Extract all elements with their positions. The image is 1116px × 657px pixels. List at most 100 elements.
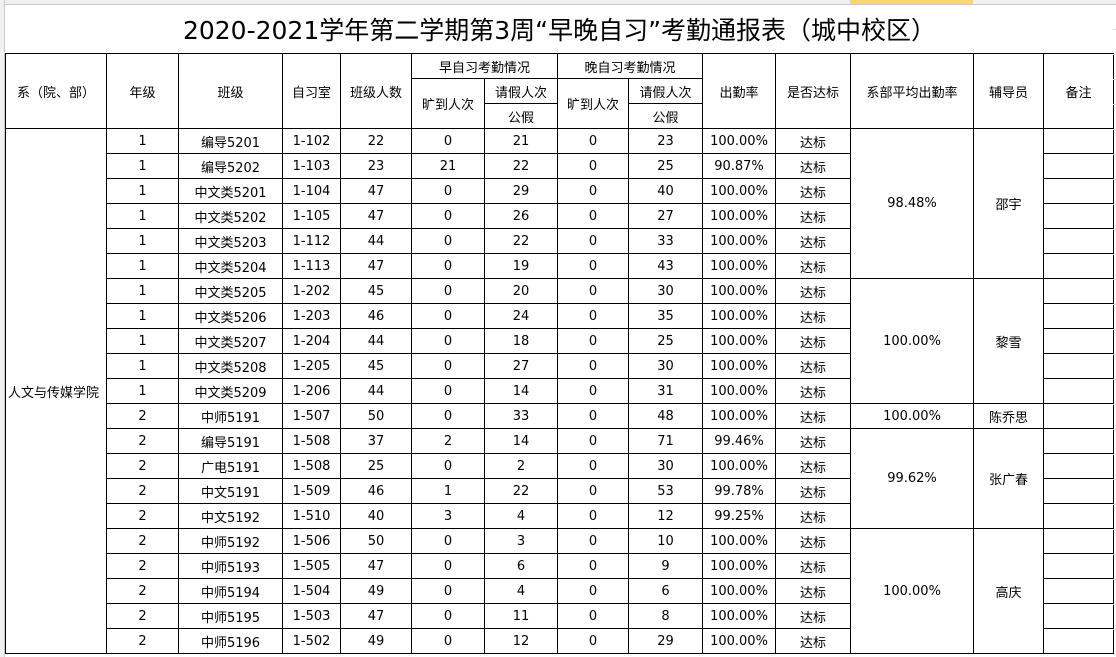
cell-note[interactable] xyxy=(1043,178,1114,204)
cell-grade[interactable]: 1 xyxy=(106,253,179,279)
cell-pass[interactable]: 达标 xyxy=(775,453,851,479)
cell-note[interactable] xyxy=(1043,578,1114,604)
cell-avg-rate[interactable]: 98.48% xyxy=(850,128,974,279)
header-grade[interactable]: 年级 xyxy=(106,53,179,129)
header-avg[interactable]: 系部平均出勤率 xyxy=(850,53,974,129)
cell-counselor[interactable]: 高庆 xyxy=(973,528,1044,654)
cell-evening-absent[interactable]: 0 xyxy=(557,253,629,279)
cell-pass[interactable]: 达标 xyxy=(775,628,851,654)
cell-class[interactable]: 中文类5202 xyxy=(178,203,283,229)
header-morning-absent[interactable]: 旷到人次 xyxy=(411,78,485,129)
cell-counselor[interactable]: 陈乔思 xyxy=(973,403,1044,429)
cell-pass[interactable]: 达标 xyxy=(775,153,851,179)
cell-note[interactable] xyxy=(1043,378,1114,404)
cell-grade[interactable]: 2 xyxy=(106,453,179,479)
cell-room[interactable]: 1-508 xyxy=(282,453,341,479)
cell-size[interactable]: 44 xyxy=(340,228,412,254)
cell-pass[interactable]: 达标 xyxy=(775,603,851,629)
cell-morning-absent[interactable]: 0 xyxy=(411,378,485,404)
header-morning-public-leave[interactable]: 公假 xyxy=(484,103,558,129)
cell-size[interactable]: 22 xyxy=(340,128,412,154)
cell-evening-leave[interactable]: 9 xyxy=(628,553,703,579)
cell-note[interactable] xyxy=(1043,353,1114,379)
cell-morning-absent[interactable]: 0 xyxy=(411,453,485,479)
cell-morning-leave[interactable]: 27 xyxy=(484,353,558,379)
cell-class[interactable]: 中文5191 xyxy=(178,478,283,504)
cell-class[interactable]: 中文类5206 xyxy=(178,303,283,329)
cell-class[interactable]: 中师5191 xyxy=(178,403,283,429)
cell-morning-absent[interactable]: 0 xyxy=(411,228,485,254)
cell-evening-absent[interactable]: 0 xyxy=(557,378,629,404)
cell-size[interactable]: 50 xyxy=(340,528,412,554)
cell-morning-leave[interactable]: 24 xyxy=(484,303,558,329)
cell-size[interactable]: 25 xyxy=(340,453,412,479)
cell-morning-absent[interactable]: 0 xyxy=(411,253,485,279)
cell-size[interactable]: 45 xyxy=(340,278,412,304)
cell-morning-leave[interactable]: 14 xyxy=(484,428,558,454)
cell-evening-leave[interactable]: 40 xyxy=(628,178,703,204)
cell-pass[interactable]: 达标 xyxy=(775,178,851,204)
cell-room[interactable]: 1-203 xyxy=(282,303,341,329)
cell-grade[interactable]: 1 xyxy=(106,128,179,154)
cell-evening-leave[interactable]: 31 xyxy=(628,378,703,404)
cell-morning-leave[interactable]: 26 xyxy=(484,203,558,229)
cell-evening-leave[interactable]: 27 xyxy=(628,203,703,229)
cell-morning-absent[interactable]: 0 xyxy=(411,128,485,154)
cell-grade[interactable]: 1 xyxy=(106,353,179,379)
header-evening[interactable]: 晚自习考勤情况 xyxy=(557,53,703,79)
cell-morning-leave[interactable]: 33 xyxy=(484,403,558,429)
cell-note[interactable] xyxy=(1043,603,1114,629)
cell-morning-absent[interactable]: 0 xyxy=(411,628,485,654)
cell-morning-leave[interactable]: 4 xyxy=(484,503,558,529)
cell-size[interactable]: 45 xyxy=(340,353,412,379)
cell-evening-leave[interactable]: 12 xyxy=(628,503,703,529)
cell-note[interactable] xyxy=(1043,228,1114,254)
cell-note[interactable] xyxy=(1043,628,1114,654)
cell-evening-leave[interactable]: 23 xyxy=(628,128,703,154)
cell-size[interactable]: 44 xyxy=(340,378,412,404)
cell-morning-leave[interactable]: 18 xyxy=(484,328,558,354)
cell-morning-absent[interactable]: 0 xyxy=(411,178,485,204)
cell-evening-absent[interactable]: 0 xyxy=(557,153,629,179)
header-class[interactable]: 班级 xyxy=(178,53,283,129)
cell-evening-leave[interactable]: 35 xyxy=(628,303,703,329)
cell-grade[interactable]: 2 xyxy=(106,578,179,604)
cell-size[interactable]: 47 xyxy=(340,553,412,579)
cell-morning-absent[interactable]: 3 xyxy=(411,503,485,529)
cell-pass[interactable]: 达标 xyxy=(775,328,851,354)
cell-pass[interactable]: 达标 xyxy=(775,353,851,379)
cell-morning-absent[interactable]: 1 xyxy=(411,478,485,504)
cell-evening-absent[interactable]: 0 xyxy=(557,553,629,579)
cell-grade[interactable]: 2 xyxy=(106,628,179,654)
cell-rate[interactable]: 99.46% xyxy=(702,428,776,454)
header-counselor[interactable]: 辅导员 xyxy=(973,53,1044,129)
cell-evening-leave[interactable]: 43 xyxy=(628,253,703,279)
cell-room[interactable]: 1-507 xyxy=(282,403,341,429)
cell-counselor[interactable]: 张广春 xyxy=(973,428,1044,529)
cell-pass[interactable]: 达标 xyxy=(775,478,851,504)
header-pass[interactable]: 是否达标 xyxy=(775,53,851,129)
cell-room[interactable]: 1-506 xyxy=(282,528,341,554)
cell-evening-leave[interactable]: 10 xyxy=(628,528,703,554)
cell-room[interactable]: 1-202 xyxy=(282,278,341,304)
cell-grade[interactable]: 1 xyxy=(106,303,179,329)
cell-morning-leave[interactable]: 29 xyxy=(484,178,558,204)
cell-pass[interactable]: 达标 xyxy=(775,203,851,229)
cell-counselor[interactable]: 黎雪 xyxy=(973,278,1044,404)
cell-note[interactable] xyxy=(1043,203,1114,229)
cell-grade[interactable]: 2 xyxy=(106,553,179,579)
cell-rate[interactable]: 100.00% xyxy=(702,228,776,254)
cell-evening-absent[interactable]: 0 xyxy=(557,578,629,604)
cell-size[interactable]: 47 xyxy=(340,603,412,629)
cell-morning-leave[interactable]: 20 xyxy=(484,278,558,304)
cell-evening-leave[interactable]: 30 xyxy=(628,353,703,379)
cell-size[interactable]: 47 xyxy=(340,178,412,204)
cell-rate[interactable]: 100.00% xyxy=(702,603,776,629)
column-header-strip[interactable] xyxy=(0,0,1116,5)
cell-note[interactable] xyxy=(1043,128,1114,154)
cell-evening-absent[interactable]: 0 xyxy=(557,203,629,229)
cell-morning-absent[interactable]: 2 xyxy=(411,428,485,454)
cell-size[interactable]: 47 xyxy=(340,203,412,229)
cell-class[interactable]: 中文类5204 xyxy=(178,253,283,279)
cell-size[interactable]: 46 xyxy=(340,303,412,329)
